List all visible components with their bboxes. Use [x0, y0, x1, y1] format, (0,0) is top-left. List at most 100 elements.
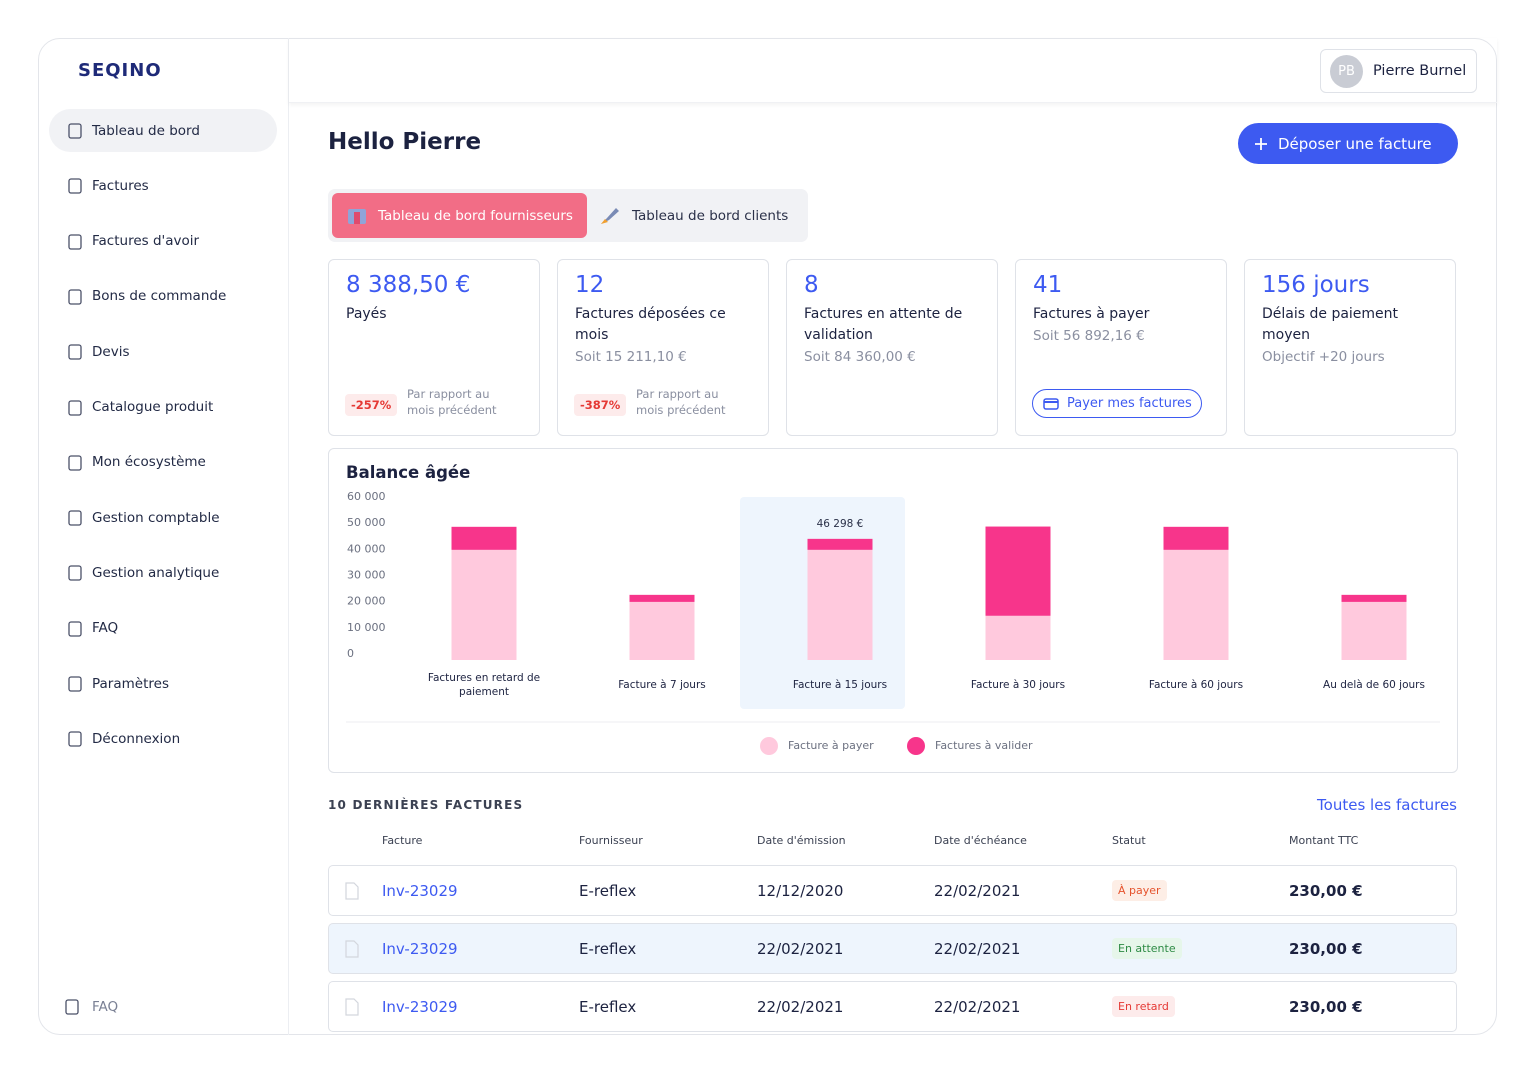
status-badge: À payer [1112, 880, 1167, 901]
bar-segment [629, 594, 695, 602]
bar-segment [985, 615, 1051, 660]
table-cell: E-reflex [579, 997, 637, 1016]
table-cell: 22/02/2021 [934, 939, 1021, 958]
icon-shape [68, 178, 82, 194]
icon-shape [68, 621, 82, 637]
stat-badge: -257% [345, 394, 398, 416]
nav-icon [68, 676, 82, 692]
nav-icon [68, 399, 82, 416]
legend-label: Facture à payer [788, 739, 874, 752]
icon-shape [68, 565, 82, 582]
nav-item[interactable]: FAQ [49, 607, 277, 650]
stat-label: Factures déposées ce mois [575, 306, 726, 343]
nav-item[interactable]: Gestion analytique [49, 551, 277, 594]
table-cell: À payer [1112, 866, 1167, 915]
x-tick-label: Facture à 30 jours [970, 679, 1066, 691]
nav-icon [68, 565, 82, 582]
stat-comparison: Par rapport au mois précédent [407, 387, 497, 417]
stat-label: Payés [346, 306, 387, 322]
stat-label: Factures à payer [1033, 306, 1150, 322]
x-tick-label: Facture à 15 jours [792, 679, 888, 691]
tab-label: Tableau de bord clients [632, 207, 789, 224]
column-header: Date d'échéance [934, 834, 1027, 847]
table-cell: 22/02/2021 [934, 881, 1021, 900]
stat-comparison: Par rapport au mois précédent [636, 387, 726, 417]
nav-icon [68, 233, 82, 250]
table-cell: Inv-23029 [382, 997, 458, 1016]
y-tick-label: 50 000 [347, 516, 386, 529]
icon-shape [68, 455, 82, 471]
all-invoices-link[interactable]: Toutes les factures [1317, 796, 1457, 814]
icon-shape [68, 289, 82, 305]
file-icon [345, 882, 359, 900]
column-header: Fournisseur [579, 834, 643, 847]
x-tick-label: Factures en retard de paiement [427, 672, 541, 698]
nav-item[interactable]: Gestion comptable [49, 496, 277, 539]
table-cell: 230,00 € [1289, 939, 1363, 958]
table-cell: 230,00 € [1289, 881, 1363, 900]
nav-item[interactable]: Tableau de bord [49, 109, 277, 152]
stat-sub: Objectif +20 jours [1262, 349, 1385, 365]
column-header: Montant TTC [1289, 834, 1359, 847]
nav-item[interactable]: Paramètres [49, 662, 277, 705]
nav-icon [68, 123, 82, 139]
card-icon [1043, 398, 1059, 410]
legend-label: Factures à valider [935, 739, 1033, 752]
upload-button[interactable]: Déposer une facture [1238, 123, 1458, 164]
bar-segment [807, 538, 873, 550]
table-row[interactable]: Inv-23029 E-reflex 22/02/2021 22/02/2021 En … [328, 981, 1457, 1032]
table-title: 10 DERNIÈRES FACTURES [328, 798, 524, 812]
table-cell: En attente [1112, 924, 1182, 973]
table-row[interactable]: Inv-23029 E-reflex 12/12/2020 22/02/2021 À p… [328, 865, 1457, 916]
nav-item[interactable]: Catalogue produit [49, 386, 277, 429]
table-cell: En retard [1112, 982, 1175, 1031]
icon-shape [68, 399, 82, 416]
bar-segment [451, 549, 517, 660]
nav-icon [68, 455, 82, 471]
icon-shape [1043, 398, 1059, 410]
bar-segment [1341, 594, 1407, 602]
column-header: Date d'émission [757, 834, 846, 847]
status-badge: En attente [1112, 938, 1182, 959]
table-cell: 230,00 € [1289, 997, 1363, 1016]
nav-item[interactable]: Factures [49, 164, 277, 207]
stat-label: Délais de paiement moyen [1262, 306, 1399, 343]
file-icon [345, 940, 359, 958]
nav-footer[interactable]: FAQ [49, 985, 277, 1028]
tab[interactable]: Tableau de bord clients [598, 193, 788, 238]
pay-button[interactable]: Payer mes factures [1032, 389, 1202, 418]
table-cell: 22/02/2021 [757, 939, 844, 958]
icon-shape [68, 233, 82, 250]
stat-card: 12 Factures déposées ce mois Soit 15 211,1… [557, 259, 769, 436]
tab-icon [601, 207, 619, 224]
icon-shape [65, 999, 79, 1015]
table-row[interactable]: Inv-23029 E-reflex 22/02/2021 22/02/2021 En … [328, 923, 1457, 974]
user-name: Pierre Burnel [1373, 63, 1467, 79]
tab-icon [348, 208, 366, 224]
icon-shape [68, 510, 82, 526]
nav-item[interactable]: Bons de commande [49, 275, 277, 318]
stat-card: 8 388,50 € Payés -257% Par rapport au mois … [328, 259, 540, 436]
stat-card: 156 jours Délais de paiement moyen Objecti… [1244, 259, 1456, 436]
y-tick-label: 60 000 [347, 490, 386, 503]
icon-shape [68, 731, 82, 747]
chart-title: Balance âgée [346, 463, 471, 482]
tab-active[interactable]: Tableau de bord fournisseurs [332, 193, 587, 238]
nav-item[interactable]: Déconnexion [49, 717, 277, 760]
stat-badge: -387% [574, 394, 627, 416]
table-cell: Inv-23029 [382, 939, 458, 958]
bar-annotation: 46 298 € [817, 518, 864, 530]
chart: 0 10 000 20 000 30 000 40 000 50 000 60 000 46 … [346, 490, 1440, 755]
y-tick-label: 10 000 [347, 621, 386, 634]
nav-icon [68, 510, 82, 526]
bar-segment [807, 549, 873, 660]
nav-item[interactable]: Factures d'avoir [49, 220, 277, 263]
stat-value: 8 388,50 € [346, 272, 471, 298]
greeting: Hello Pierre [328, 129, 482, 155]
nav-item[interactable]: Mon écosystème [49, 441, 277, 484]
user-menu[interactable]: PB Pierre Burnel [1320, 49, 1477, 93]
nav-item[interactable]: Devis [49, 330, 277, 373]
stat-sub: Soit 15 211,10 € [575, 349, 687, 365]
nav-icon [68, 344, 82, 360]
